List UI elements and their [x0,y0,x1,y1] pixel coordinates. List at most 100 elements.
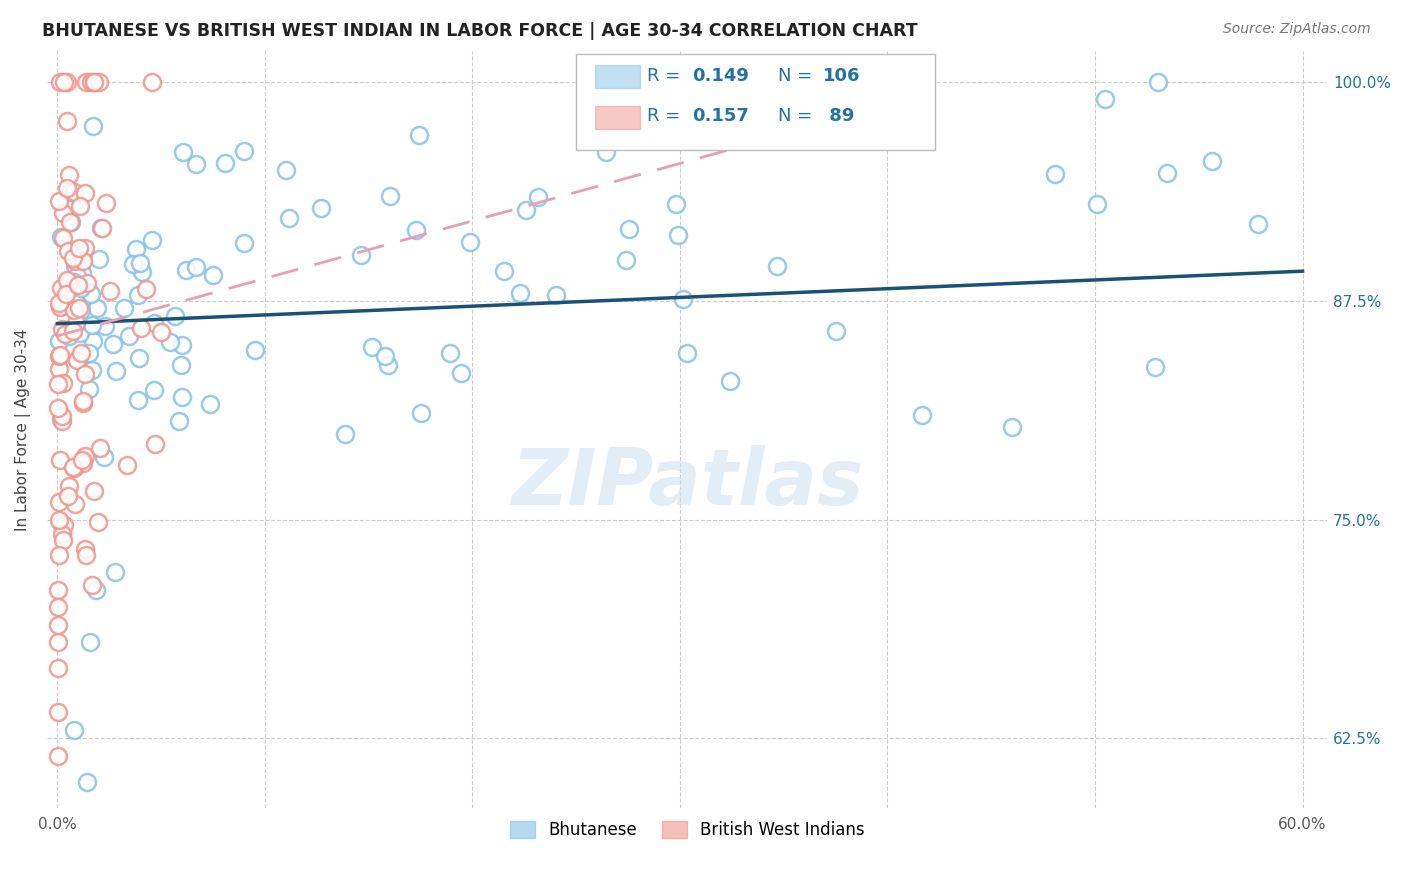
Point [65,497,87,511]
Point [274,162,297,177]
Point [79,635,101,649]
Point [66,353,89,368]
Point [56,181,79,195]
Point [405,223,427,237]
Point [616,252,638,267]
Point [165,309,187,323]
Point [51,414,73,428]
Point [350,248,373,262]
Point [49,281,72,295]
Point [143,383,166,397]
Point [143,317,166,331]
Point [79,75,101,89]
Point [544,287,567,301]
Point [48,75,70,89]
Point [77,285,100,299]
Point [56,244,79,259]
Point [186,260,208,274]
Point [86,301,108,315]
Point [48,300,70,314]
Point [83,75,105,89]
Point [233,235,256,250]
Point [141,75,163,89]
Point [52,205,75,219]
Point [87,75,110,89]
Point [96,196,118,211]
Point [72,456,94,470]
Point [75,449,97,463]
Point [66,268,89,283]
Point [201,268,224,282]
Point [527,190,550,204]
Text: BHUTANESE VS BRITISH WEST INDIAN IN LABOR FORCE | AGE 30-34 CORRELATION CHART: BHUTANESE VS BRITISH WEST INDIAN IN LABO… [42,22,918,40]
Point [48,194,70,209]
Point [98,284,121,298]
Point [105,364,128,378]
Point [127,392,149,407]
Point [439,345,461,359]
Point [62,303,84,318]
Point [77,382,100,396]
Point [46,617,69,632]
Point [65,316,87,330]
Point [67,824,90,838]
Point [377,358,399,372]
Point [52,376,75,391]
Point [135,282,157,296]
Point [766,259,789,273]
Point [718,374,741,388]
Point [46,661,69,675]
Point [87,515,110,529]
Point [104,565,127,579]
Point [69,199,91,213]
Point [89,441,111,455]
Point [360,340,382,354]
Point [59,215,82,229]
Point [90,221,112,235]
Text: Source: ZipAtlas.com: Source: ZipAtlas.com [1223,22,1371,37]
Point [84,582,107,597]
Point [118,329,141,343]
Point [309,201,332,215]
Point [75,367,97,381]
Point [172,145,194,160]
Point [82,363,104,377]
Text: N =: N = [778,67,817,85]
Point [52,75,75,89]
Point [55,286,77,301]
Point [46,600,69,615]
Point [51,526,73,541]
Point [76,775,98,789]
Point [129,321,152,335]
Point [46,401,69,416]
Point [122,257,145,271]
Point [51,322,73,336]
Point [58,489,80,503]
Point [51,516,73,531]
Point [52,533,75,547]
Point [70,453,93,467]
Point [82,334,104,348]
Point [70,281,93,295]
Point [1201,153,1223,168]
Point [112,301,135,316]
Point [46,376,69,391]
Point [824,325,846,339]
Point [70,303,93,318]
Point [48,362,70,376]
Point [378,189,401,203]
Point [70,247,93,261]
Text: 0.149: 0.149 [692,67,748,85]
Point [49,412,72,426]
Point [75,75,97,89]
Point [125,242,148,256]
Point [515,202,537,217]
Point [170,338,193,352]
Point [46,635,69,649]
Point [90,220,112,235]
Point [72,254,94,268]
Point [335,427,357,442]
Point [150,326,173,340]
Point [128,351,150,365]
Text: 106: 106 [823,67,860,85]
